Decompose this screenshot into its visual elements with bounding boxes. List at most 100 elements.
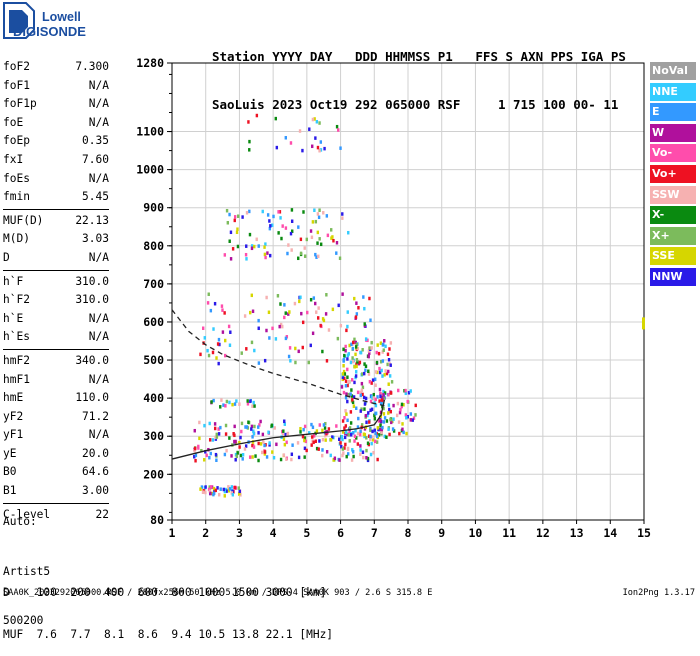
echo-point [245,244,248,248]
echo-point [248,148,251,152]
echo-point [313,208,316,213]
echo-point [243,314,247,318]
echo-point [349,360,353,365]
legend-item-ssw: SSW [650,185,696,204]
polarization-legend: NoVal NNE E W Vo- Vo+ SSW X- X+ SSE NNW [650,62,696,289]
echo-point [355,301,358,305]
echo-point [284,432,287,437]
echo-point [373,377,377,382]
echo-point [279,216,282,220]
echo-point [269,224,272,228]
echo-point [335,424,338,428]
param-value: 310.0 [75,274,109,288]
echo-point [380,430,383,435]
echo-point [370,340,373,345]
echo-point [379,359,383,364]
echo-point [380,398,384,403]
echo-point [397,388,400,393]
echo-point [380,392,383,397]
echo-point [359,448,362,452]
echo-point [347,433,350,437]
echo-point [370,395,373,399]
echo-point [344,384,348,388]
echo-point [364,396,368,401]
echo-point [382,406,385,411]
echo-point [346,324,349,329]
echo-point [376,343,379,347]
echo-point [318,121,321,125]
echo-point [238,440,241,445]
echo-point [253,404,256,408]
echo-point [352,340,355,345]
echo-point [411,418,414,422]
echo-point [332,458,335,462]
echo-point [409,389,412,393]
echo-point [271,450,274,454]
echo-point [386,352,390,357]
echo-point [217,492,221,497]
y-tick-label: 1000 [136,163,164,177]
echo-point [230,485,234,489]
echo-point [344,424,348,428]
echo-point [233,439,236,444]
echo-point [381,425,384,430]
echo-point [377,419,381,423]
echo-point [351,346,355,351]
echo-point [366,456,370,461]
x-tick-label: 11 [502,526,516,540]
param-value: 310.0 [75,293,109,307]
echo-point [383,339,386,343]
echo-point [303,254,307,258]
echo-point [231,402,234,407]
echo-point [343,416,346,420]
x-tick-label: 1 [169,526,176,540]
echo-point [387,382,390,386]
echo-point [209,491,212,496]
echo-point [387,358,391,362]
echo-point [223,489,227,494]
echo-point [381,374,384,378]
echo-point [342,451,345,455]
echo-point [356,360,359,364]
echo-point [245,257,248,261]
software-version: Ion2Png 1.3.17 [622,588,695,598]
echo-point [315,429,319,433]
echo-point [368,434,371,438]
echo-point [266,213,270,217]
echo-point [257,244,260,248]
echo-point [330,228,333,232]
echo-point [363,432,367,437]
echo-point [379,419,382,423]
echo-point [207,292,210,297]
echo-point [284,226,288,230]
echo-point [382,342,385,347]
echo-point [229,230,233,235]
echo-point [351,448,354,452]
echo-point [385,419,389,423]
param-label: h`Es [3,330,30,344]
param-value: N/A [88,311,109,325]
echo-point [311,425,315,430]
echo-point [314,219,318,224]
echo-point [215,356,218,360]
echo-point [268,441,271,445]
param-value: 110.0 [75,391,109,405]
echo-point [220,398,223,402]
echo-point [208,489,212,494]
echo-point [355,436,358,440]
param-row-fmin: fmin 5.45 [3,188,109,207]
echo-point [225,208,229,213]
echo-point [296,441,300,445]
echo-point [284,336,288,341]
echo-point [354,345,358,349]
echo-point [297,256,300,261]
echo-point [279,302,282,306]
echo-point [325,450,329,454]
param-row-fof1p: foF1p N/A [3,95,109,114]
echo-point [312,296,316,300]
echo-point [229,257,233,261]
echo-point [198,436,201,441]
echo-point [248,209,251,214]
param-value: 20.0 [82,446,109,460]
echo-point [284,136,287,140]
